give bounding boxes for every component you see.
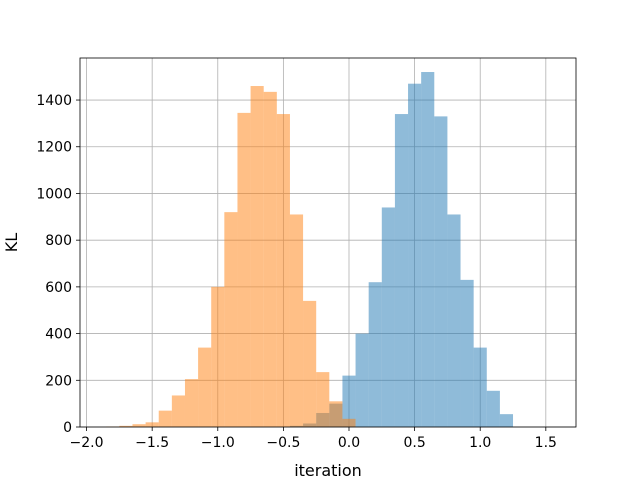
x-tick-label: 0.0 <box>338 435 360 451</box>
histogram-bar-series-1 <box>473 347 487 427</box>
histogram-bar-series-2 <box>237 112 251 428</box>
y-tick-label: 400 <box>45 327 72 343</box>
x-tick-label: 1.5 <box>535 435 557 451</box>
x-tick-label: −0.5 <box>266 435 300 451</box>
histogram-bar-series-2 <box>145 422 159 427</box>
histogram-bar-series-1 <box>421 72 435 427</box>
histogram-bar-series-1 <box>408 83 422 427</box>
histogram-bar-series-1 <box>447 214 461 427</box>
y-tick-label: 1200 <box>36 140 72 156</box>
histogram-bar-series-1 <box>342 375 356 427</box>
y-tick-label: 800 <box>45 233 72 249</box>
histogram-bar-series-2 <box>224 212 238 427</box>
x-tick-label: −2.0 <box>70 435 104 451</box>
histogram-bar-series-2 <box>119 425 133 427</box>
histogram-bar-series-1 <box>499 414 514 427</box>
x-tick-label: 0.5 <box>403 435 425 451</box>
histogram-bar-series-2 <box>184 379 199 427</box>
y-tick-label: 1400 <box>36 93 72 109</box>
histogram-bar-series-2 <box>263 91 277 427</box>
histogram-bar-series-1 <box>486 390 500 427</box>
histogram-bar-series-2 <box>342 418 356 427</box>
histogram-bar-series-2 <box>171 395 185 427</box>
histogram-bar-series-2 <box>329 401 343 427</box>
bars-layer <box>106 72 514 428</box>
histogram-bar-series-1 <box>460 279 474 427</box>
plot-area-frame <box>79 57 577 428</box>
histogram-bar-series-2 <box>250 86 264 427</box>
y-tick-label: 0 <box>63 420 72 436</box>
y-tick-label: 600 <box>45 280 72 296</box>
x-tick-label: −1.5 <box>135 435 169 451</box>
y-axis-label: KL <box>2 233 21 252</box>
ticks-layer: −2.0 −1.5 −1.0 −0.5 0.0 0.5 1.0 1.5 0 200 400 600 80… <box>36 93 557 451</box>
histogram-bar-series-1 <box>381 207 395 427</box>
y-tick-label: 200 <box>45 373 72 389</box>
histogram-bar-series-2 <box>316 372 330 427</box>
histogram-bar-series-2 <box>289 214 304 427</box>
x-tick-label: 1.0 <box>469 435 491 451</box>
histogram-bar-series-1 <box>394 114 409 428</box>
histogram-bar-series-2 <box>132 424 146 427</box>
histogram-bar-series-2 <box>158 410 172 427</box>
histogram-bar-series-2 <box>276 114 290 428</box>
x-tick-label: −1.0 <box>201 435 235 451</box>
histogram-bar-series-1 <box>368 282 382 427</box>
histogram-bar-series-2 <box>198 347 212 427</box>
histogram-bar-series-2 <box>211 286 225 427</box>
histogram-bar-series-1 <box>355 333 369 427</box>
histogram-bar-series-1 <box>434 116 448 427</box>
x-axis-label: iteration <box>294 461 362 480</box>
y-tick-label: 1000 <box>36 186 72 202</box>
histogram-bar-series-2 <box>303 300 317 427</box>
